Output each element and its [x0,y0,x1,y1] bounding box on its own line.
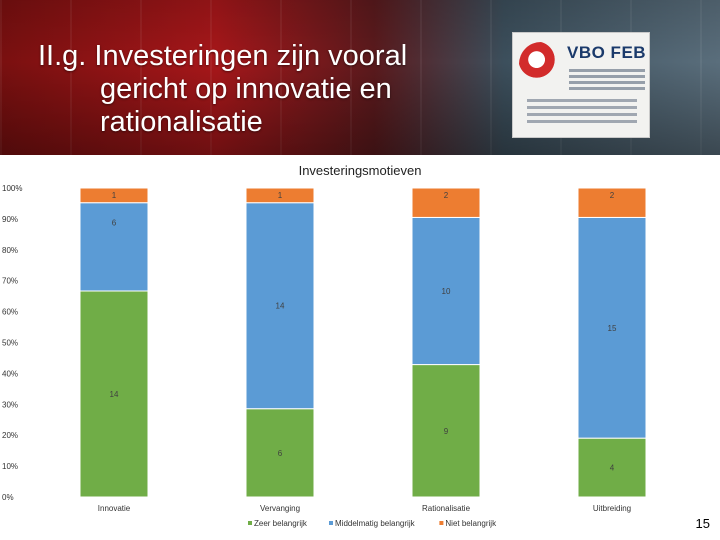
bar-segment [79,187,149,204]
x-tick-label: Innovatie [98,504,131,513]
data-label: 1 [112,191,117,200]
y-tick-label: 10% [2,462,18,471]
x-tick-label: Uitbreiding [593,504,631,513]
page-number: 15 [695,516,710,531]
bar-segment [79,290,149,498]
slide-title: II.g. Investeringen zijn vooral gericht … [38,40,478,139]
data-label: 4 [610,464,615,473]
bar-segment [577,216,647,439]
legend-label: Middelmatig belangrijk [335,519,416,528]
data-label: 10 [442,287,451,296]
bar-segment [411,216,481,366]
data-label: 6 [112,219,117,228]
data-label: 15 [608,324,617,333]
slide-title-line-1: II.g. Investeringen zijn vooral [38,40,408,72]
data-label: 9 [444,427,449,436]
bar-segment [577,187,647,218]
building-sign: VBO FEB [512,32,650,138]
x-tick-label: Vervanging [260,504,300,513]
y-tick-label: 50% [2,339,18,348]
y-tick-label: 60% [2,308,18,317]
legend-swatch [439,521,444,525]
y-tick-label: 0% [2,493,14,502]
data-label: 14 [276,302,285,311]
y-tick-label: 100% [2,184,22,193]
legend-label: Zeer belangrijk [254,519,308,528]
vbo-logo-icon [519,42,563,86]
slide-title-line-2: gericht op innovatie en [100,73,392,105]
y-tick-label: 70% [2,277,18,286]
data-label: 2 [610,191,615,200]
chart-title: Investeringsmotieven [298,163,422,178]
x-tick-label: Rationalisatie [422,504,471,513]
sign-address-text [527,99,637,127]
slide-title-line-3: rationalisatie [100,106,263,138]
bar-segment [411,364,481,498]
header-photo: VBO FEB II.g. Investeringen zijn vooral … [0,0,720,155]
bar-segment [245,408,315,498]
y-tick-label: 30% [2,400,18,409]
data-label: 1 [278,191,283,200]
y-tick-label: 90% [2,215,18,224]
data-label: 2 [444,191,449,200]
sign-org-name: VBO FEB [567,43,647,62]
bar-segment [245,187,315,204]
bar-segment [79,202,149,292]
legend-swatch [248,521,252,525]
bar-segment [577,437,647,498]
data-label: 14 [110,390,119,399]
y-tick-label: 40% [2,369,18,378]
bar-segment [411,187,481,218]
data-label: 6 [278,449,283,458]
y-tick-label: 20% [2,431,18,440]
legend-swatch [329,521,333,525]
sign-small-text [569,69,645,93]
legend-label: Niet belangrijk [445,519,497,528]
y-tick-label: 80% [2,246,18,255]
